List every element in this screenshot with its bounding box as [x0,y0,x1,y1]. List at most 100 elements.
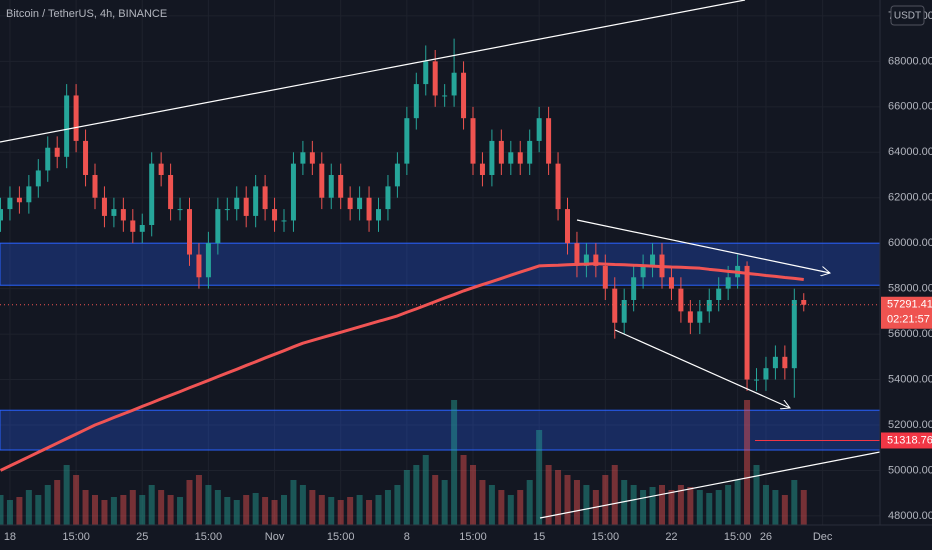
candle-body [527,140,533,164]
volume-bar [167,495,174,525]
candle-body [224,209,230,211]
volume-bar [281,495,287,525]
volume-bar [92,495,98,525]
candle-body [205,243,211,278]
y-tick-label: 60000.00 [888,237,932,249]
candle-body [26,186,32,203]
candle-body [92,175,98,198]
candle-body [168,175,174,210]
volume-bar [441,480,448,525]
candle-body [111,209,117,216]
volume-bar [252,493,259,525]
volume-bar [517,490,524,525]
x-tick-label: 26 [760,531,772,543]
candle-body [319,163,325,198]
volume-bar [394,485,401,525]
volume-bar [403,470,410,525]
x-tick-label: Dec [813,531,833,543]
axes: 48000.00 50000.00 52000.00 54000.00 56000.00… [4,10,932,543]
volume-bar [356,495,363,525]
volume-bar [299,485,306,525]
volume-bar [706,493,713,525]
volume-bar [649,487,656,525]
candle-body [612,288,618,323]
volume-bar [195,475,202,525]
candle-body [536,118,542,141]
volume-bar [460,455,467,525]
volume-bar [101,500,108,525]
candle-body [763,368,769,380]
candle-body [546,118,552,164]
x-tick-label: 15:00 [62,531,90,543]
volume-bar [347,497,354,525]
volume-bar [762,485,769,525]
candle-body [593,254,599,266]
y-tick-label: 58000.00 [888,283,932,295]
y-tick-label: 50000.00 [888,464,932,476]
x-tick-label: 15:00 [327,531,355,543]
last-price-label: 57291.41 [887,299,932,311]
candle-body [300,152,306,164]
candle-body [7,197,13,210]
candle-body [678,288,684,312]
volume-bar [621,480,628,525]
volume-bar [583,485,590,525]
candle-body [177,209,183,211]
candle-body [158,163,164,175]
candle-body [130,220,136,232]
currency-button[interactable] [890,5,925,26]
candle-body [357,197,363,210]
x-tick-label: 25 [136,531,148,543]
volume-bar [507,495,514,525]
candle-body [196,254,202,278]
countdown-label: 02:21:57 [887,314,930,326]
candle-body [328,175,334,198]
candle-body [64,95,70,157]
candle-body [0,209,3,221]
y-tick-label: 66000.00 [888,101,932,113]
candle-body [782,356,788,369]
candle-body [801,300,807,305]
candle-body [754,379,759,381]
currency-label[interactable]: USDT [894,11,921,22]
volume-bar [6,500,13,525]
candle-body [451,72,457,96]
volume-bar [753,465,760,525]
trend-line [0,0,746,143]
volume-bar [479,480,486,525]
volume-bar [120,495,127,525]
volume-bar [177,497,184,525]
volume-bar [82,490,89,525]
candle-body [215,209,221,244]
volume-bar [725,485,732,525]
x-tick-label: 8 [404,531,410,543]
candle-body [442,95,448,97]
volume-bar [129,490,136,525]
candle-body [423,61,429,85]
volume-bar [668,490,675,525]
candle-body [290,163,296,221]
volume-bar [110,497,117,525]
alert-price-box [881,432,932,449]
candle-body [574,243,580,266]
candle-body [262,186,268,210]
volume-bar [63,465,70,525]
candle-body [432,61,438,96]
volume-bar [224,497,231,525]
candle-body [243,197,249,216]
x-tick-label: 15:00 [724,531,752,543]
candle-body [234,197,240,210]
candle-body [54,147,60,157]
candle-body [376,209,381,221]
candle-body [602,265,608,289]
candle-body [83,140,89,175]
y-tick-label: 62000.00 [888,192,932,204]
volume-bar [451,400,458,525]
volume-bar [640,490,647,525]
volume-bar [44,485,51,525]
volume-bar [781,495,788,525]
x-tick-label: 15:00 [459,531,487,543]
volume-bar [413,465,420,525]
last-price-box [881,296,932,329]
